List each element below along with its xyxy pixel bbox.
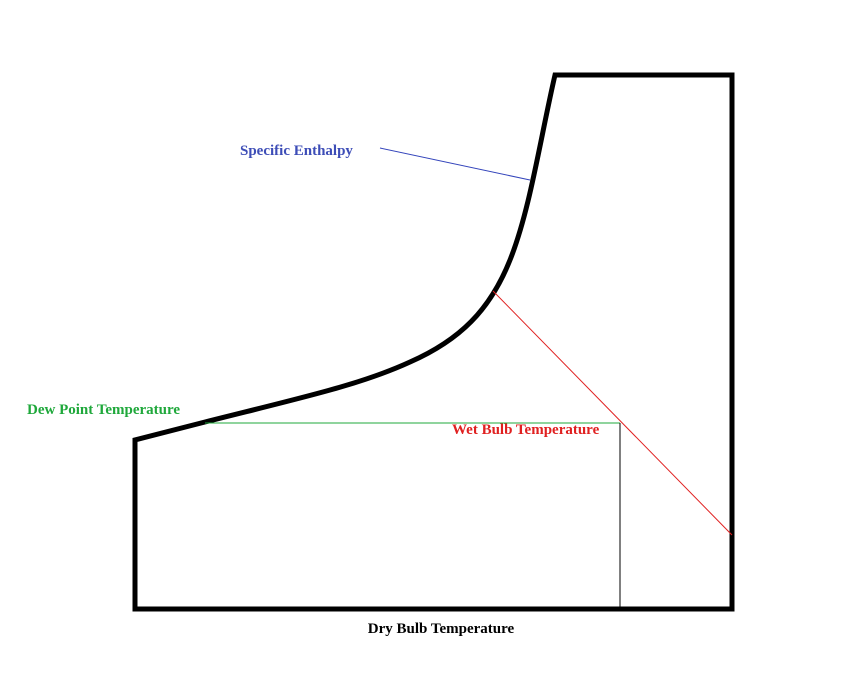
wet-bulb-label: Wet Bulb Temperature — [452, 422, 600, 438]
enthalpy-pointer — [379, 147, 531, 181]
specific-enthalpy-label: Specific Enthalpy — [240, 143, 353, 159]
dew-point-label: Dew Point Temperature — [27, 402, 180, 418]
wet-bulb-line — [492, 290, 733, 536]
chart-outline — [132, 72, 735, 612]
dry-bulb-label: Dry Bulb Temperature — [368, 621, 515, 637]
